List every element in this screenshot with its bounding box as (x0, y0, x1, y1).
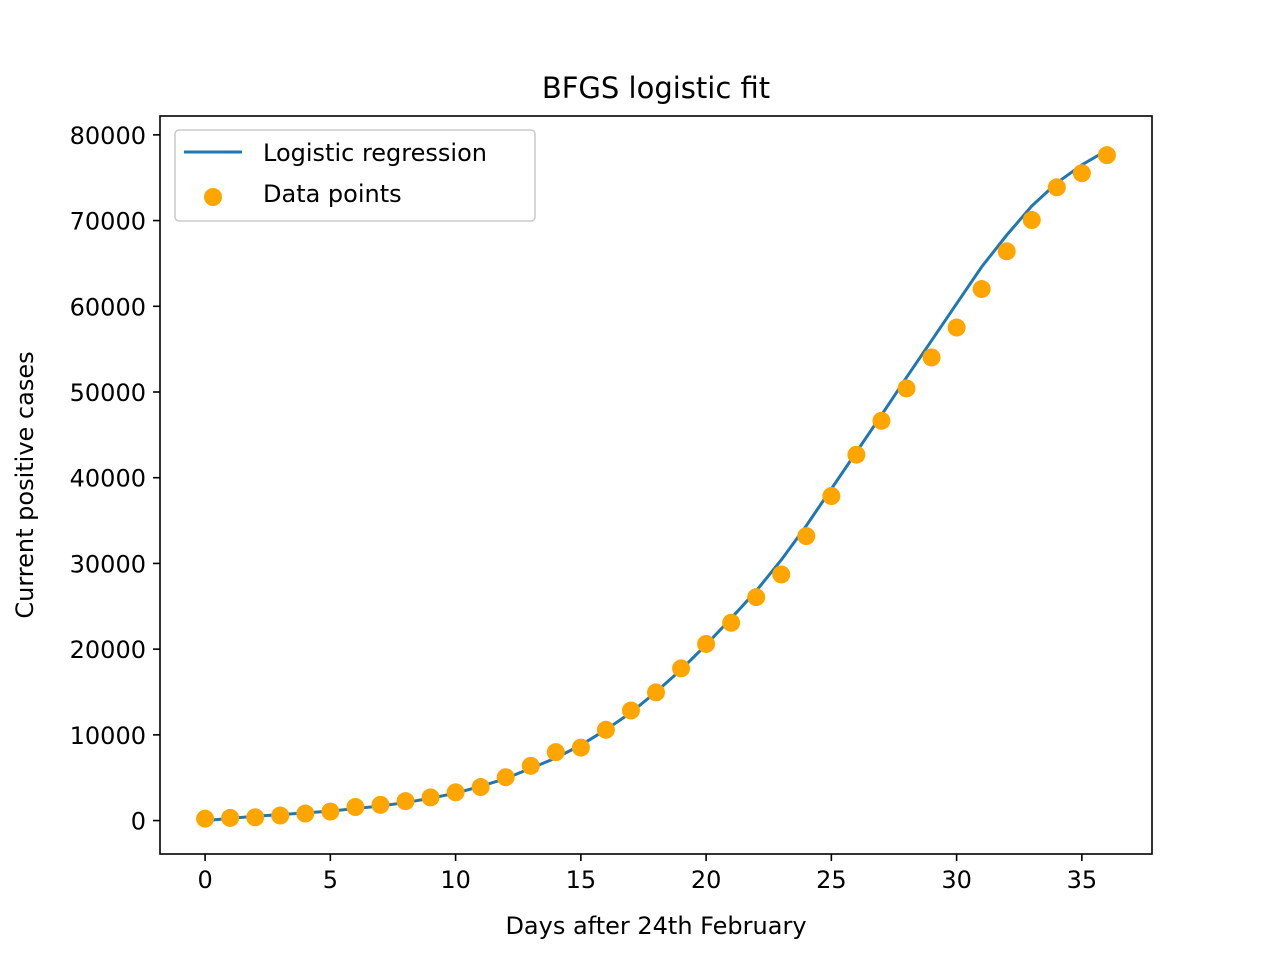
data-point (246, 808, 265, 827)
x-tick-label: 5 (323, 866, 338, 894)
y-tick-label: 70000 (70, 208, 146, 236)
y-axis: 0 10000 20000 30000 40000 50000 60000 70000 8000… (70, 122, 160, 836)
x-tick-label: 0 (197, 866, 212, 894)
y-axis-title: Current positive cases (11, 351, 39, 618)
x-tick-label: 25 (816, 866, 847, 894)
y-tick-label: 40000 (70, 465, 146, 493)
data-point (972, 280, 991, 299)
data-point (822, 487, 841, 506)
data-point (471, 778, 490, 797)
y-tick-label: 50000 (70, 379, 146, 407)
legend-label-data-points: Data points (263, 180, 402, 208)
x-tick-label: 10 (440, 866, 471, 894)
data-point (521, 756, 540, 775)
chart-title: BFGS logistic fit (542, 71, 770, 105)
data-point (321, 802, 340, 821)
data-point (997, 242, 1016, 261)
data-point (596, 720, 615, 739)
y-tick-label: 20000 (70, 636, 146, 664)
data-point (1022, 211, 1041, 230)
data-point (747, 588, 766, 607)
data-point (797, 527, 816, 546)
x-axis-title: Days after 24th February (505, 912, 806, 940)
y-tick-label: 60000 (70, 293, 146, 321)
data-point (371, 795, 390, 814)
y-tick-label: 30000 (70, 550, 146, 578)
data-point (672, 659, 691, 678)
data-point (947, 318, 966, 337)
x-tick-label: 15 (566, 866, 597, 894)
legend-label-logistic-regression: Logistic regression (263, 139, 487, 167)
data-point (772, 565, 791, 584)
data-point (1097, 146, 1116, 165)
data-point (496, 768, 515, 787)
data-point (346, 798, 365, 817)
data-point (446, 783, 465, 802)
data-point (421, 788, 440, 807)
data-point (221, 808, 240, 827)
data-point (647, 683, 665, 702)
data-point (396, 792, 415, 811)
data-point (722, 613, 741, 632)
legend-marker-swatch (204, 188, 222, 206)
data-point (922, 348, 941, 367)
plot-frame (159, 115, 1153, 855)
data-point (296, 804, 315, 823)
data-point (571, 738, 590, 757)
data-point (1072, 164, 1091, 183)
data-point (1047, 178, 1066, 197)
plot-area (196, 146, 1116, 828)
legend-box (174, 129, 536, 222)
x-axis: 0 5 10 15 20 25 30 35 (197, 854, 1097, 894)
y-tick-label: 80000 (70, 122, 146, 150)
data-point (196, 809, 215, 828)
data-point (621, 701, 640, 720)
data-point (271, 806, 290, 825)
data-point (872, 411, 891, 430)
y-tick-label: 10000 (70, 722, 146, 750)
x-tick-label: 20 (691, 866, 722, 894)
x-tick-label: 30 (941, 866, 972, 894)
data-point (897, 379, 916, 398)
legend: Logistic regression Data points (174, 129, 536, 222)
x-tick-label: 35 (1067, 866, 1098, 894)
y-tick-label: 0 (131, 808, 146, 836)
data-point (847, 445, 866, 464)
data-point (546, 743, 565, 762)
data-point (697, 634, 716, 653)
